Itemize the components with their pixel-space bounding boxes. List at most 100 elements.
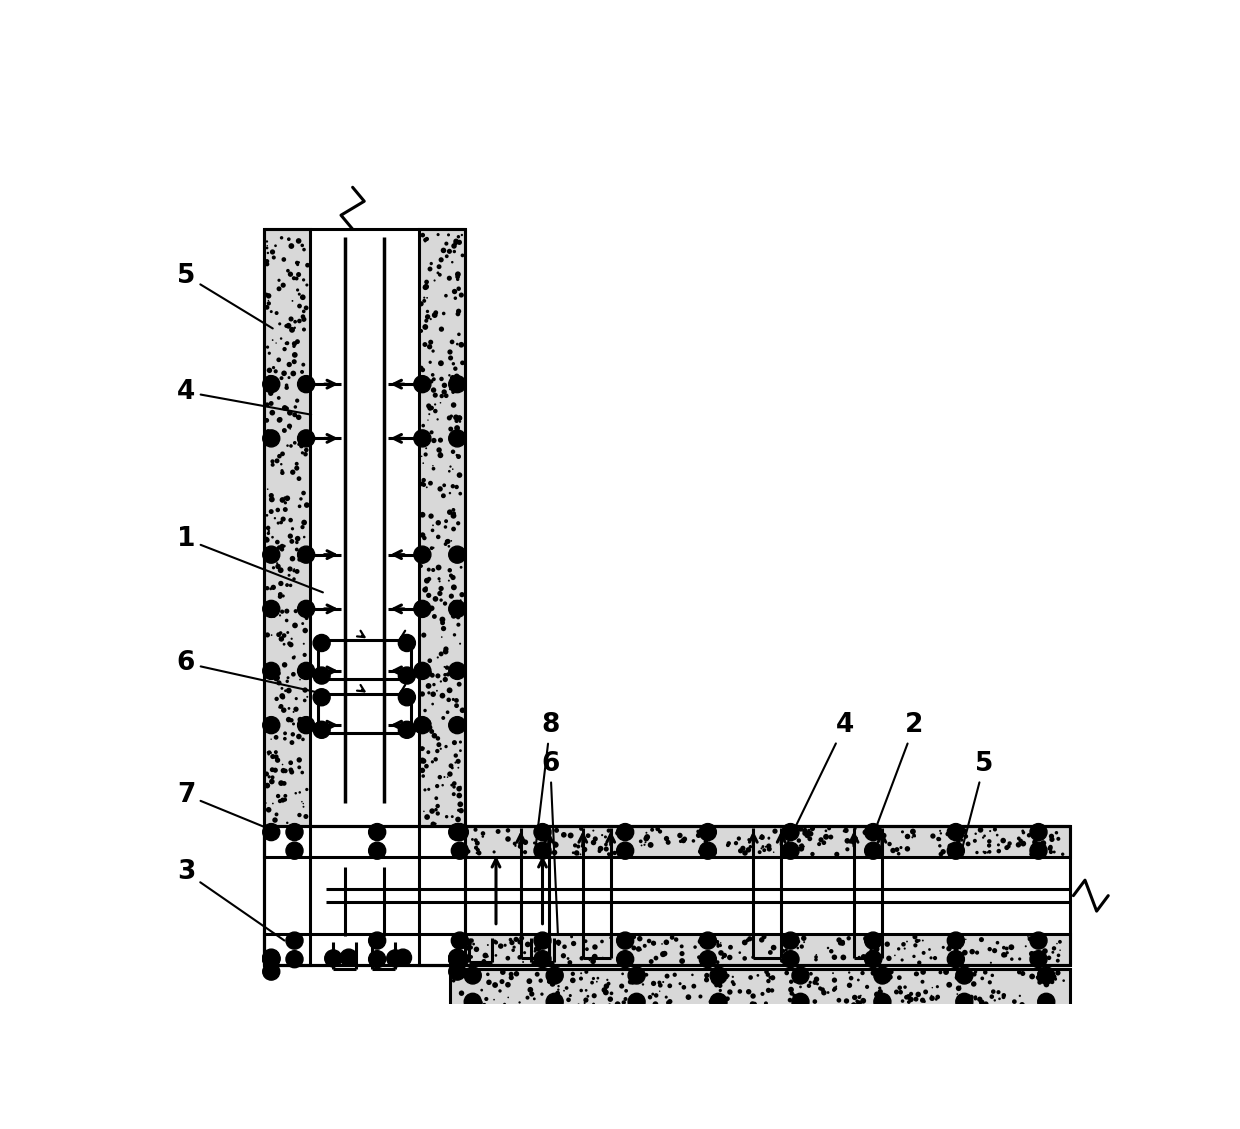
Point <box>361 942 381 960</box>
Bar <box>263 826 465 965</box>
Point <box>913 963 932 981</box>
Point <box>598 971 618 989</box>
Point <box>578 826 598 844</box>
Point <box>1021 930 1040 948</box>
Bar <box>263 826 1069 857</box>
Circle shape <box>874 966 890 984</box>
Point <box>697 969 717 987</box>
Point <box>644 974 663 992</box>
Circle shape <box>874 994 890 1010</box>
Point <box>272 229 291 247</box>
Point <box>784 838 804 856</box>
Point <box>718 837 738 855</box>
Point <box>273 510 293 528</box>
Point <box>641 953 661 971</box>
Point <box>453 701 472 719</box>
Circle shape <box>449 663 466 680</box>
Point <box>281 734 301 752</box>
Point <box>296 610 316 628</box>
Point <box>427 800 446 819</box>
Point <box>971 821 991 839</box>
Point <box>450 920 470 938</box>
Point <box>494 963 513 981</box>
Point <box>446 409 466 427</box>
Point <box>273 688 293 706</box>
Circle shape <box>263 963 280 980</box>
Point <box>697 944 717 962</box>
Point <box>288 333 308 351</box>
Bar <box>263 935 1069 965</box>
Point <box>554 938 574 956</box>
Point <box>410 557 430 575</box>
Point <box>413 226 433 244</box>
Point <box>895 939 915 957</box>
Point <box>308 933 327 951</box>
Point <box>972 996 992 1014</box>
Point <box>285 602 305 620</box>
Point <box>596 840 616 858</box>
Point <box>258 291 278 309</box>
Point <box>284 648 304 666</box>
Point <box>956 828 976 846</box>
Point <box>264 607 284 625</box>
Point <box>450 655 470 673</box>
Point <box>264 665 284 683</box>
Point <box>441 756 461 774</box>
Circle shape <box>1030 823 1047 841</box>
Circle shape <box>414 663 432 680</box>
Point <box>717 969 737 987</box>
Point <box>450 733 470 751</box>
Point <box>424 727 444 745</box>
Point <box>295 621 315 639</box>
Point <box>631 940 651 959</box>
Point <box>656 988 676 1006</box>
Point <box>415 335 435 353</box>
Point <box>838 991 858 1009</box>
Circle shape <box>711 966 727 984</box>
Point <box>448 846 467 864</box>
Point <box>272 575 291 593</box>
Point <box>295 681 315 699</box>
Point <box>439 912 459 930</box>
Point <box>696 832 715 850</box>
Point <box>448 881 467 899</box>
Circle shape <box>792 994 808 1010</box>
Point <box>434 940 454 959</box>
Point <box>434 838 454 856</box>
Point <box>330 948 350 966</box>
Point <box>368 823 388 841</box>
Point <box>278 831 298 849</box>
Point <box>402 825 422 843</box>
Point <box>1039 948 1059 966</box>
Point <box>475 996 495 1014</box>
Point <box>441 587 461 605</box>
Point <box>311 939 331 957</box>
Point <box>414 291 434 309</box>
Point <box>353 953 373 971</box>
Point <box>477 965 497 983</box>
Point <box>453 427 472 445</box>
Point <box>439 462 459 480</box>
Point <box>288 904 308 922</box>
Point <box>269 447 289 465</box>
Point <box>810 979 830 997</box>
Point <box>440 380 460 399</box>
Point <box>331 928 351 946</box>
Point <box>797 826 817 844</box>
Point <box>851 987 870 1005</box>
Point <box>857 928 877 946</box>
Point <box>491 937 511 955</box>
Point <box>278 437 298 455</box>
Point <box>640 988 660 1006</box>
Point <box>263 795 283 813</box>
Point <box>1044 939 1064 957</box>
Point <box>954 972 973 990</box>
Point <box>750 829 770 847</box>
Point <box>449 303 469 321</box>
Point <box>263 453 283 471</box>
Point <box>413 552 433 570</box>
Point <box>451 938 471 956</box>
Point <box>267 304 286 322</box>
Point <box>439 409 459 427</box>
Point <box>293 518 312 536</box>
